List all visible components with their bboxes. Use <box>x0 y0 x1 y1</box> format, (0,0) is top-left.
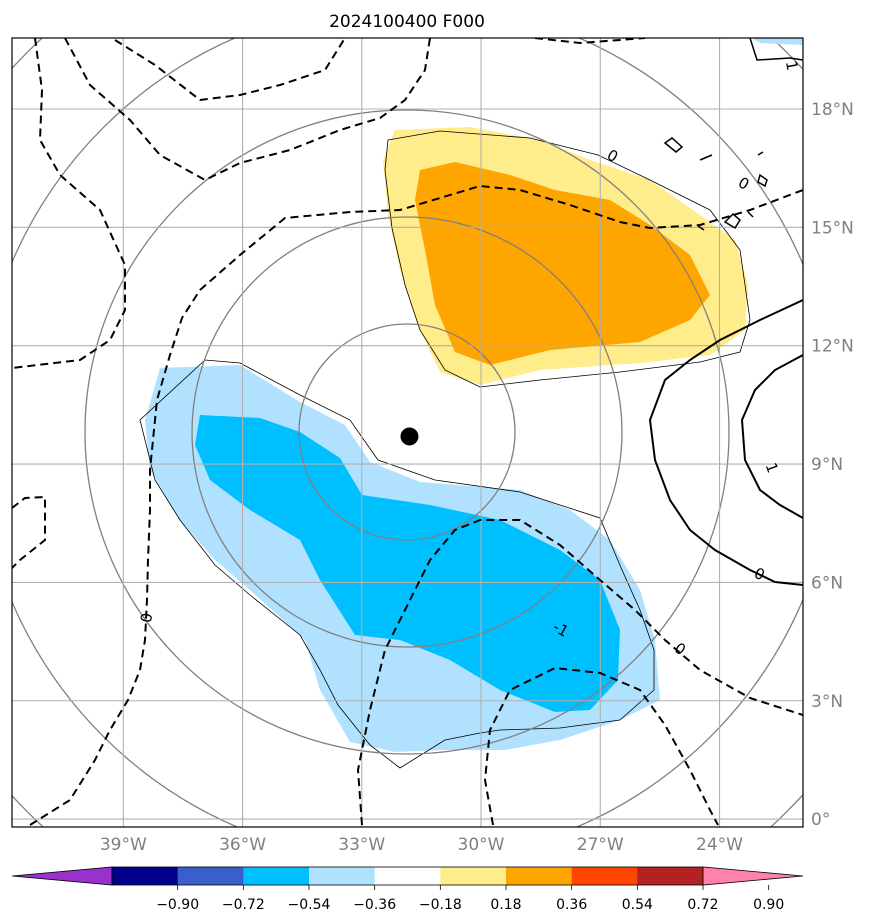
colorbar-segment <box>112 867 179 885</box>
contour-label: 1 <box>782 59 801 72</box>
colorbar-segment <box>506 867 573 885</box>
colorbar-tick-label: 0.36 <box>556 897 587 913</box>
colorbar-segment <box>177 867 244 885</box>
y-tick-label: 18°N <box>811 100 854 120</box>
colorbar-tick-label: 0.54 <box>622 897 653 913</box>
colorbar-tick-label: −0.18 <box>419 897 462 913</box>
colorbar-segment <box>571 867 638 885</box>
map-border <box>11 37 804 828</box>
colorbar-segment <box>243 867 310 885</box>
solid-contours <box>648 299 803 586</box>
colorbar-segment <box>637 867 704 885</box>
colorbar-tick-label: 0.72 <box>687 897 718 913</box>
colorbar-tick-label: −0.54 <box>288 897 331 913</box>
colorbar-extend-min <box>11 866 113 886</box>
colorbar-tick-label: −0.72 <box>222 897 265 913</box>
gridlines <box>12 38 803 827</box>
colorbar-tick-label: −0.90 <box>156 897 199 913</box>
x-tick-label: 36°W <box>219 835 266 855</box>
colorbar: −0.90 −0.72 −0.54 −0.36 −0.18 0.18 0.36 0.54 0.7… <box>11 866 804 913</box>
y-tick-label: 9°N <box>811 455 843 475</box>
colorbar-tick-label: −0.36 <box>353 897 396 913</box>
colorbar-frame <box>111 866 704 886</box>
colorbar-tick-label: 0.18 <box>490 897 521 913</box>
anomaly-outline-north <box>384 130 751 388</box>
colorbar-segment <box>374 867 441 885</box>
x-axis-ticks: 39°W 36°W 33°W 30°W 27°W 24°W <box>100 835 743 855</box>
negative-anomaly-sliver <box>752 38 803 45</box>
y-axis-ticks: 0° 3°N 6°N 9°N 12°N 15°N 18°N <box>811 100 854 830</box>
y-tick-label: 15°N <box>811 218 854 238</box>
x-tick-label: 30°W <box>458 835 505 855</box>
contour-label: 0 <box>137 612 156 625</box>
map-title: 2024100400 F000 <box>329 12 485 32</box>
x-tick-label: 33°W <box>338 835 385 855</box>
y-tick-label: 12°N <box>811 337 854 357</box>
colorbar-tick-label: 0.90 <box>753 897 784 913</box>
y-tick-label: 0° <box>811 810 830 830</box>
x-tick-label: 39°W <box>100 835 147 855</box>
x-tick-label: 27°W <box>577 835 624 855</box>
colorbar-segment <box>440 867 507 885</box>
y-tick-label: 6°N <box>811 573 843 593</box>
colorbar-extend-max <box>702 866 804 886</box>
negative-anomaly-strong <box>195 415 620 712</box>
y-tick-label: 3°N <box>811 692 843 712</box>
contour-fragments <box>663 38 803 231</box>
storm-center-marker <box>400 427 419 446</box>
colorbar-segment <box>309 867 376 885</box>
x-tick-label: 24°W <box>696 835 743 855</box>
dashed-contours <box>12 38 803 826</box>
positive-anomaly-strong <box>415 162 710 365</box>
